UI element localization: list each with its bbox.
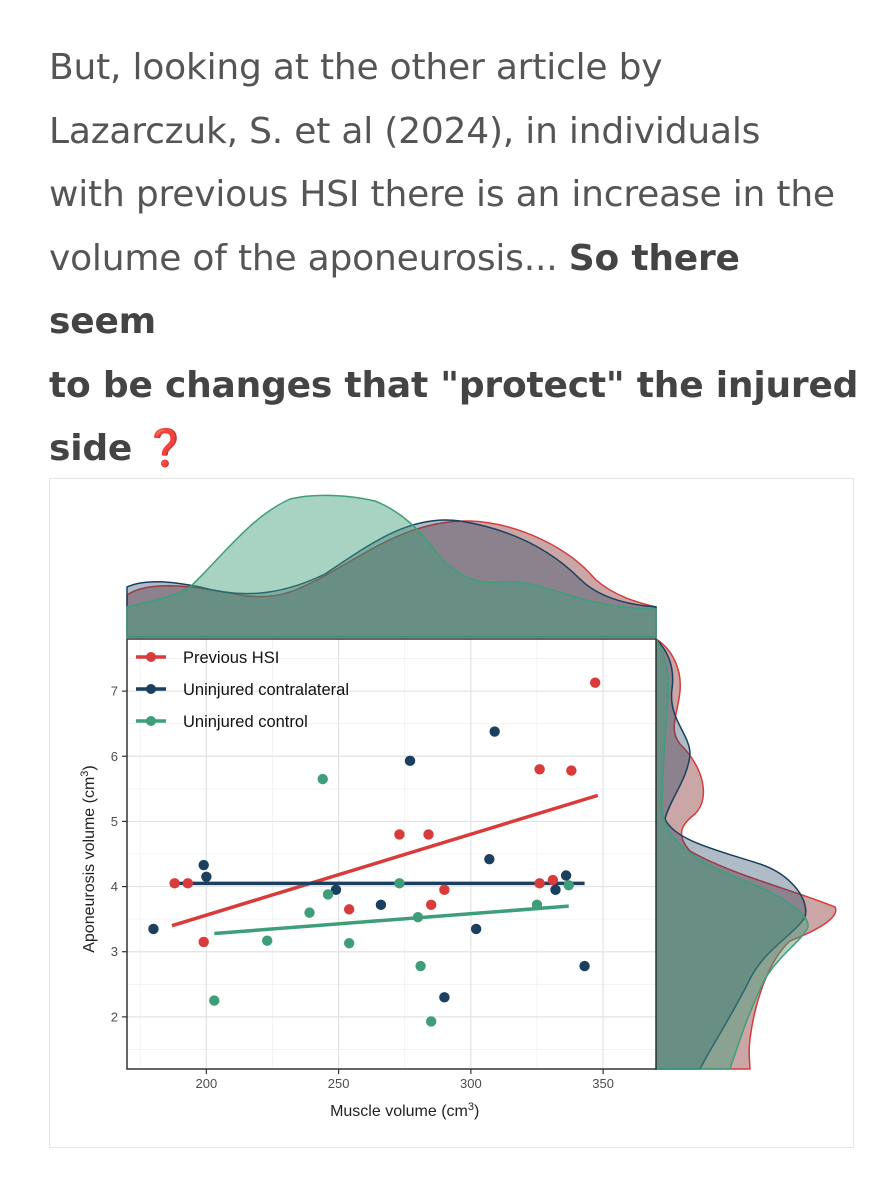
post-line-6-bold: side — [49, 428, 133, 469]
x-axis-label: Muscle volume (cm3) — [330, 1101, 479, 1120]
data-point-series-1 — [534, 764, 545, 775]
data-point-series-2 — [404, 755, 416, 767]
y-tick-label: 3 — [111, 944, 118, 959]
data-point-series-2 — [439, 992, 450, 1003]
post-line-1: But, looking at the other article by — [49, 47, 663, 88]
right-density-uninjured-contralateral — [655, 637, 807, 1070]
data-point-series-2 — [375, 899, 387, 911]
data-point-series-3 — [209, 995, 220, 1006]
right-density-previous-hsi — [655, 637, 837, 1070]
data-point-series-2 — [550, 884, 561, 896]
y-tick-label: 6 — [111, 749, 118, 764]
legend-label-1: Previous HSI — [183, 649, 279, 667]
data-point-series-1 — [439, 884, 450, 896]
x-tick-label: 250 — [328, 1076, 350, 1091]
data-point-series-3 — [261, 935, 273, 946]
data-point-series-1 — [547, 874, 559, 886]
legend-swatch-point-3 — [146, 716, 156, 726]
data-point-series-3 — [343, 938, 355, 949]
data-point-series-1 — [394, 829, 405, 840]
data-point-series-1 — [425, 899, 437, 911]
data-point-series-2 — [489, 726, 500, 737]
data-point-series-2 — [484, 854, 495, 865]
data-point-series-2 — [148, 923, 159, 935]
chart-legend: Previous HSI Uninjured contralateral Uninj… — [136, 649, 349, 731]
fit-line-3 — [214, 904, 569, 936]
data-point-series-3 — [322, 889, 334, 900]
top-density-plot — [126, 494, 657, 638]
right-density-uninjured-control — [655, 636, 809, 1070]
post-line-5: to be changes that "protect" the injured — [49, 364, 859, 406]
data-point-series-2 — [560, 870, 572, 881]
legend-swatch-point-2 — [146, 684, 156, 694]
data-point-series-1 — [423, 829, 434, 840]
data-point-series-1 — [198, 936, 209, 948]
data-point-series-2 — [470, 923, 482, 935]
x-tick-label: 350 — [592, 1076, 614, 1091]
data-point-series-3 — [412, 911, 424, 923]
regression-lines — [171, 793, 599, 936]
y-axis-label: Aponeurosis volume (cm3) — [79, 765, 98, 953]
post-line-3: with previous HSI there is an increase i… — [49, 174, 835, 215]
data-point-series-3 — [317, 773, 328, 785]
x-tick-label: 300 — [460, 1076, 482, 1091]
legend-label-3: Uninjured control — [183, 713, 308, 731]
data-point-series-2 — [201, 871, 212, 883]
data-point-series-1 — [566, 765, 577, 776]
data-point-series-3 — [531, 899, 543, 911]
data-point-series-3 — [563, 880, 574, 891]
right-density-plot — [655, 636, 837, 1070]
x-tick-label: 200 — [195, 1076, 217, 1091]
post-line-2: Lazarczuk, S. et al (2024), in individua… — [49, 110, 761, 152]
data-point-series-3 — [425, 1016, 437, 1027]
y-tick-label: 7 — [111, 684, 118, 699]
post-line-6: side ❓ — [49, 417, 859, 481]
post-line-4-normal: volume of the aponeurosis... — [49, 237, 558, 279]
post-line-4: volume of the aponeurosis... So there se… — [49, 227, 859, 354]
chart-figure: 200 250 300 350 2 3 4 5 6 7 Previous HSI Uninjured… — [49, 478, 854, 1148]
scatter-chart: 200 250 300 350 2 3 4 5 6 7 Previous HSI Uninjured… — [79, 494, 837, 1120]
post-text: But, looking at the other article by Laz… — [49, 36, 859, 481]
data-point-series-3 — [304, 907, 315, 918]
data-point-series-3 — [394, 878, 405, 889]
y-tick-label: 5 — [111, 814, 118, 829]
data-point-series-1 — [182, 878, 194, 889]
data-point-series-1 — [343, 904, 355, 915]
y-tick-label: 2 — [111, 1009, 118, 1024]
question-mark-icon: ❓ — [143, 428, 189, 469]
post-line-4-bold: So there seem — [49, 237, 740, 343]
data-points — [148, 677, 601, 1027]
legend-label-2: Uninjured contralateral — [183, 681, 349, 699]
y-tick-label: 4 — [111, 879, 118, 894]
data-point-series-1 — [534, 878, 545, 889]
fit-line-1 — [171, 793, 599, 928]
legend-swatch-point-1 — [146, 652, 156, 662]
axes: 200 250 300 350 2 3 4 5 6 7 — [111, 638, 657, 1091]
data-point-series-2 — [330, 884, 342, 896]
data-point-series-2 — [198, 859, 209, 871]
data-point-series-2 — [579, 960, 590, 972]
data-point-series-3 — [415, 960, 426, 972]
data-point-series-1 — [589, 677, 601, 688]
top-density-uninjured-control — [126, 494, 657, 638]
top-density-uninjured-contralateral — [126, 519, 657, 638]
panel-border — [126, 638, 657, 1070]
data-point-series-1 — [169, 878, 180, 889]
